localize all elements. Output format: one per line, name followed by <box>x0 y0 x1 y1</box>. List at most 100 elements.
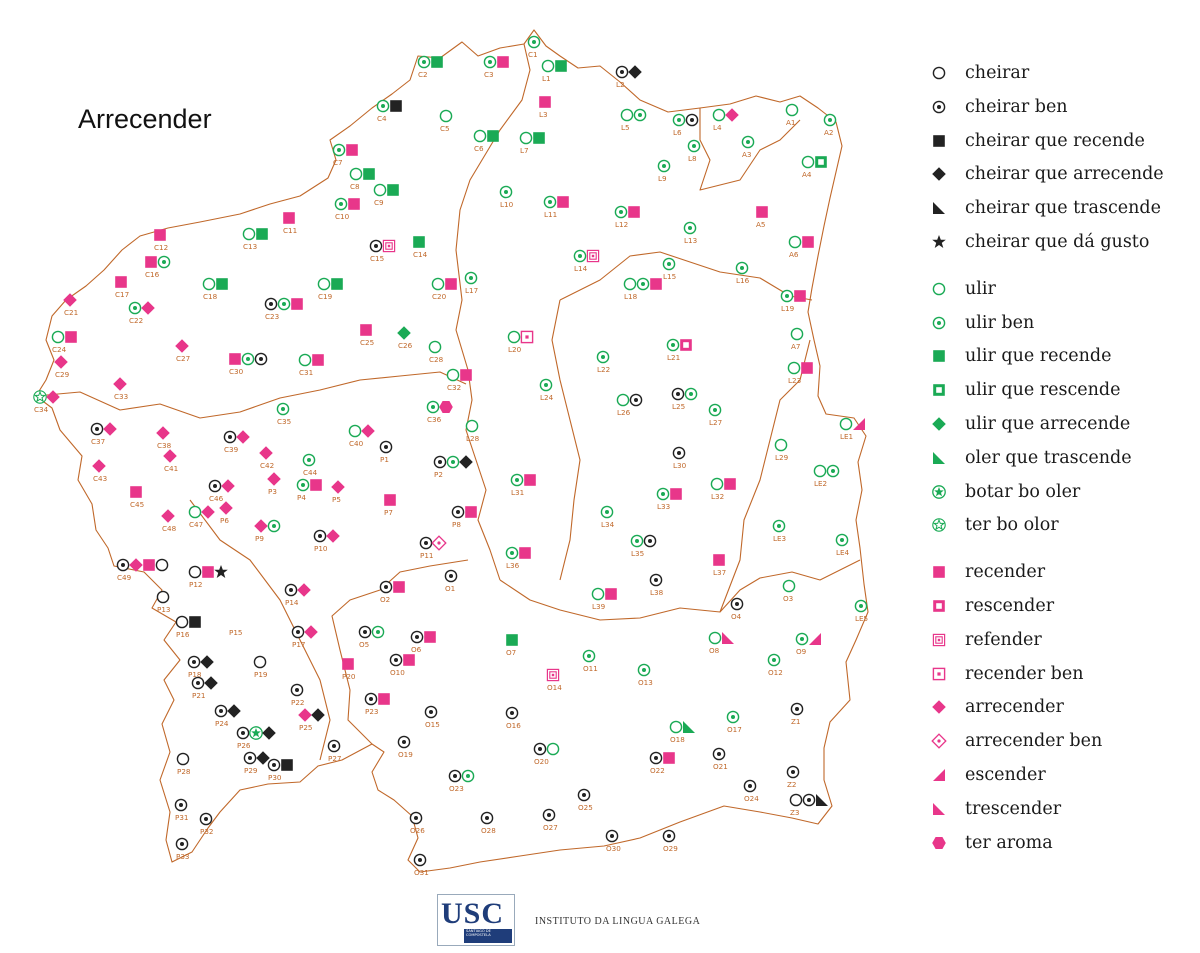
survey-point: O7 <box>506 634 518 657</box>
tri-legend-icon <box>933 451 945 464</box>
square-icon <box>387 184 399 196</box>
point-label: L35 <box>631 549 644 558</box>
open-circle-icon <box>373 183 387 197</box>
survey-point: L26 <box>616 393 643 417</box>
point-label: L12 <box>615 220 628 229</box>
double-square-icon <box>382 239 396 253</box>
legend-item: rescender <box>928 593 1054 619</box>
hexagon-icon <box>932 836 946 849</box>
point-label: L32 <box>711 492 724 501</box>
point-label: LE2 <box>814 479 827 488</box>
dot-circle-icon <box>666 338 680 352</box>
square-icon <box>312 354 324 366</box>
survey-point: C4 <box>376 99 402 123</box>
survey-point: C42 <box>259 446 274 470</box>
dot-circle-icon <box>633 108 647 122</box>
point-label: O26 <box>410 826 425 835</box>
survey-point: C19 <box>317 277 343 301</box>
survey-point: O21 <box>712 747 728 771</box>
survey-point: L3 <box>539 96 551 119</box>
dot-circle-icon <box>605 829 619 843</box>
point-label: L11 <box>544 210 557 219</box>
point-label: C34 <box>34 405 49 414</box>
point-label: C42 <box>260 461 274 470</box>
point-label: O19 <box>398 750 413 759</box>
point-label: C12 <box>154 243 168 252</box>
point-label: O6 <box>411 645 422 654</box>
dot-circle-icon <box>284 583 298 597</box>
survey-point: O22 <box>649 751 675 775</box>
tri-icon <box>933 202 945 215</box>
dot-circle-icon <box>596 350 610 364</box>
dot-circle-icon <box>191 676 205 690</box>
diamond-icon <box>204 676 218 690</box>
point-label: A2 <box>824 128 834 137</box>
legend-item: arrecender ben <box>928 728 1102 754</box>
point-label: L13 <box>684 236 697 245</box>
point-label: C41 <box>164 464 178 473</box>
diamond-icon <box>156 426 170 440</box>
dot-circle-icon <box>854 599 868 613</box>
dot-circle-icon <box>687 139 701 153</box>
point-label: O9 <box>796 647 807 656</box>
open-circle-icon <box>541 59 555 73</box>
dot-circle-icon <box>649 573 663 587</box>
survey-point: O28 <box>480 811 496 835</box>
square-icon <box>424 631 436 643</box>
point-label: P16 <box>176 630 190 639</box>
dot-circle-icon <box>483 55 497 69</box>
point-label: O24 <box>744 794 759 803</box>
double-square-legend-icon <box>932 633 946 646</box>
star-circle-icon <box>249 726 263 740</box>
survey-point: C46 <box>208 479 235 503</box>
star-icon <box>932 235 946 248</box>
dot-circle-icon <box>835 533 849 547</box>
square-icon <box>628 206 640 218</box>
point-label: P28 <box>177 767 191 776</box>
survey-point: C48 <box>161 509 177 533</box>
square-icon <box>360 324 372 336</box>
point-label: O22 <box>650 766 665 775</box>
survey-point: L36 <box>505 546 531 570</box>
open-circle-icon <box>616 393 630 407</box>
dot-square-icon <box>932 667 946 680</box>
survey-point: L15 <box>662 257 676 281</box>
square-icon <box>363 168 375 180</box>
point-label: L27 <box>709 418 722 427</box>
open-circle-icon <box>348 424 362 438</box>
square-icon <box>384 494 396 506</box>
point-label: C45 <box>130 500 144 509</box>
legend-label: recender ben <box>965 663 1084 684</box>
square-icon <box>390 100 402 112</box>
diamond-icon <box>236 430 250 444</box>
survey-point: O8 <box>708 631 734 655</box>
dot-circle-icon <box>444 569 458 583</box>
dot-circle-icon <box>223 430 237 444</box>
survey-point: O27 <box>542 808 558 832</box>
dot-circle-icon <box>208 479 222 493</box>
point-label: O13 <box>638 678 653 687</box>
point-label: C31 <box>299 368 313 377</box>
dot-circle-icon <box>795 632 809 646</box>
point-label: C11 <box>283 226 297 235</box>
point-label: C33 <box>114 392 128 401</box>
point-label: L34 <box>601 520 615 529</box>
square-icon <box>724 478 736 490</box>
point-label: C16 <box>145 270 160 279</box>
open-circle-icon <box>932 282 946 296</box>
survey-point: C37 <box>90 422 117 446</box>
diamond-icon <box>361 424 375 438</box>
open-circle-icon <box>176 752 190 766</box>
open-circle-icon <box>785 103 799 117</box>
survey-point: L12 <box>614 205 640 229</box>
survey-point: P6 <box>219 501 233 525</box>
point-label: C18 <box>203 292 218 301</box>
open-circle-icon <box>349 167 363 181</box>
survey-point: L6 <box>672 113 699 137</box>
survey-point: L39 <box>591 587 617 611</box>
point-label: L30 <box>673 461 687 470</box>
point-label: O11 <box>583 664 598 673</box>
survey-point: LE5 <box>854 599 868 623</box>
dot-circle-icon <box>446 455 460 469</box>
